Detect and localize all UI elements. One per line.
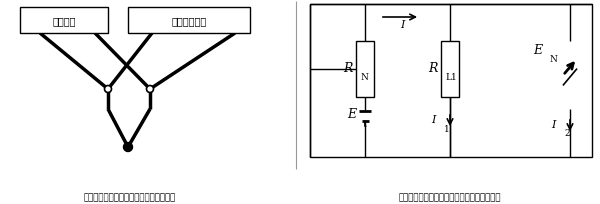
Circle shape — [104, 86, 112, 93]
Bar — [356, 42, 374, 98]
Text: 2: 2 — [564, 129, 569, 138]
Bar — [441, 42, 459, 98]
Circle shape — [124, 143, 133, 152]
Circle shape — [146, 86, 154, 93]
Text: N: N — [550, 55, 558, 64]
Bar — [128, 8, 250, 34]
Text: 1: 1 — [444, 124, 450, 133]
Text: R: R — [428, 61, 438, 74]
Text: 电子电位差计: 电子电位差计 — [172, 16, 206, 26]
Bar — [20, 8, 108, 34]
Text: 热电偶与动圈仪表、电子电位差计等效电路图: 热电偶与动圈仪表、电子电位差计等效电路图 — [399, 193, 501, 202]
Text: E: E — [347, 108, 356, 121]
Text: 热电偶与动圈仪表、电子电位差计接线图: 热电偶与动圈仪表、电子电位差计接线图 — [84, 193, 176, 202]
Text: E: E — [533, 43, 542, 56]
Text: L1: L1 — [445, 73, 457, 82]
Text: N: N — [360, 73, 368, 82]
Text: 动圈仪表: 动圈仪表 — [52, 16, 76, 26]
Text: I: I — [400, 20, 404, 30]
Text: R: R — [344, 61, 353, 74]
Bar — [310, 5, 592, 157]
Text: I: I — [431, 115, 436, 125]
Text: t: t — [363, 119, 367, 128]
Text: I: I — [551, 120, 556, 130]
